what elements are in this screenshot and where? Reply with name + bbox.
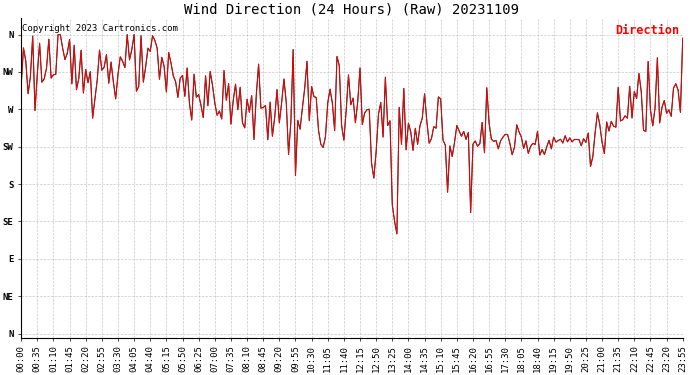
Title: Wind Direction (24 Hours) (Raw) 20231109: Wind Direction (24 Hours) (Raw) 20231109 [184, 3, 520, 17]
Text: Direction: Direction [615, 24, 680, 38]
Text: Copyright 2023 Cartronics.com: Copyright 2023 Cartronics.com [23, 24, 178, 33]
